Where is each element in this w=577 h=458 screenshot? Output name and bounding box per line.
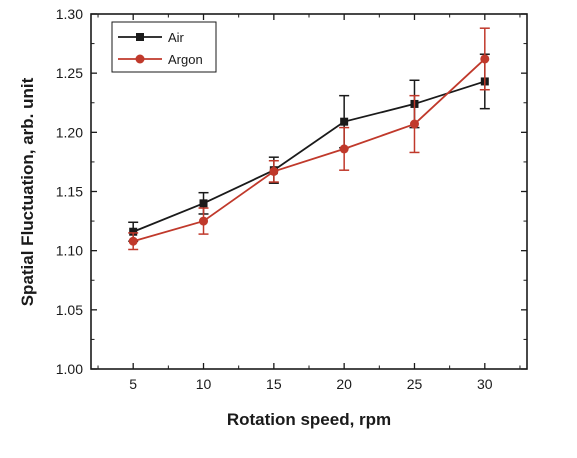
data-point-air: [340, 117, 349, 126]
y-axis-title: Spatial Fluctuation, arb. unit: [18, 77, 37, 306]
y-tick-label: 1.20: [56, 124, 83, 140]
data-point-argon: [269, 166, 279, 176]
data-point-argon: [480, 54, 490, 64]
y-tick-label: 1.25: [56, 65, 83, 81]
series-argon: [128, 27, 490, 251]
x-axis-title: Rotation speed, rpm: [227, 410, 391, 429]
x-tick-label: 5: [129, 376, 137, 392]
data-point-air: [199, 199, 208, 208]
y-tick-label: 1.00: [56, 361, 83, 377]
legend-label-argon: Argon: [168, 52, 203, 67]
x-tick-label: 10: [196, 376, 212, 392]
data-point-argon: [128, 236, 138, 246]
x-tick-label: 20: [336, 376, 352, 392]
data-point-argon: [339, 144, 349, 154]
legend-box: [111, 21, 217, 73]
x-tick-label: 15: [266, 376, 282, 392]
data-point-argon: [199, 216, 209, 226]
data-point-air: [129, 227, 138, 236]
x-tick-label: 25: [407, 376, 423, 392]
data-point-argon: [409, 119, 419, 129]
y-tick-label: 1.15: [56, 184, 83, 200]
y-tick-label: 1.05: [56, 302, 83, 318]
x-tick-label: 30: [477, 376, 493, 392]
series-line-argon: [132, 58, 486, 243]
series-line-air: [132, 80, 486, 233]
y-tick-label: 1.30: [56, 6, 83, 22]
legend-marker-air: [136, 33, 144, 41]
y-tick-label: 1.10: [56, 243, 83, 259]
series-air: [128, 53, 490, 242]
legend-marker-argon: [135, 54, 145, 64]
legend-label-air: Air: [168, 30, 185, 45]
